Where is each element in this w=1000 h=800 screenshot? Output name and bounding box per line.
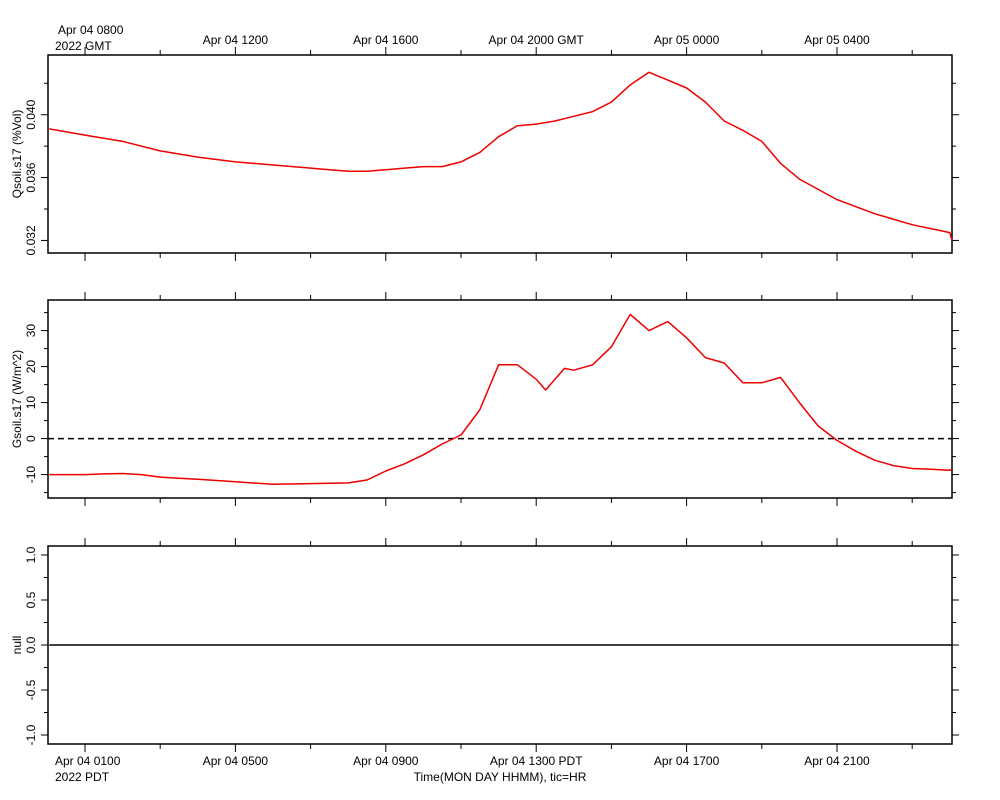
y-tick-label: 0.040 [24, 99, 38, 129]
bottom-axis-tick-label: Apr 04 2100 [804, 754, 870, 768]
y-tick-label: 0.5 [24, 591, 38, 608]
y-axis-label: null [10, 636, 24, 655]
top-axis-first-label-year: 2022 GMT [55, 39, 112, 53]
bottom-axis-tick-label: Apr 04 1300 PDT [490, 754, 583, 768]
y-tick-label: 0.032 [24, 225, 38, 255]
y-tick-label: 30 [24, 324, 38, 338]
plot-frame [47, 299, 953, 499]
top-axis-first-label: Apr 04 0800 [58, 23, 124, 37]
top-axis-tick-label: Apr 04 1200 [203, 33, 269, 47]
plot-frame [47, 54, 953, 254]
bottom-axis-tick-label: Apr 04 0500 [203, 754, 269, 768]
bottom-axis-tick-label: Apr 04 1700 [654, 754, 720, 768]
bottom-axis-labels: Apr 04 0500 Apr 04 0900 Apr 04 1300 PDT Apr… [203, 754, 870, 768]
top-axis-tick-label: Apr 05 0400 [804, 33, 870, 47]
bottom-axis-first-label: Apr 04 0100 [55, 754, 121, 768]
top-axis-tick-label: Apr 04 1600 [353, 33, 419, 47]
y-tick-label: -10 [24, 466, 38, 484]
top-axis-labels: Apr 04 1200 Apr 04 1600 Apr 04 2000 GMT Apr… [203, 33, 870, 47]
series-line [49, 71, 953, 241]
top-axis-tick-label: Apr 05 0000 [654, 33, 720, 47]
y-tick-label: 0 [24, 435, 38, 442]
top-axis-tick-label: Apr 04 2000 GMT [489, 33, 585, 47]
y-tick-label: -0.5 [24, 679, 38, 700]
bottom-axis-first-label-year: 2022 PDT [55, 770, 110, 784]
bottom-axis-tick-label: Apr 04 0900 [353, 754, 419, 768]
series-line [49, 313, 953, 486]
y-tick-label: -1.0 [24, 724, 38, 745]
x-axis-title: Time(MON DAY HHMM), tic=HR [414, 770, 587, 784]
y-tick-label: 1.0 [24, 546, 38, 563]
y-axis-label: Qsoil.s17 (%Vol) [10, 110, 24, 199]
y-tick-label: 10 [24, 396, 38, 410]
null-panel: -1.0 -0.5 0.0 0.5 1.0 null [10, 538, 959, 752]
y-tick-label: 0.036 [24, 162, 38, 192]
y-tick-label: 20 [24, 360, 38, 374]
y-axis-label: Gsoil.s17 (W/m^2) [10, 350, 24, 448]
y-tick-label: 0.0 [24, 636, 38, 653]
